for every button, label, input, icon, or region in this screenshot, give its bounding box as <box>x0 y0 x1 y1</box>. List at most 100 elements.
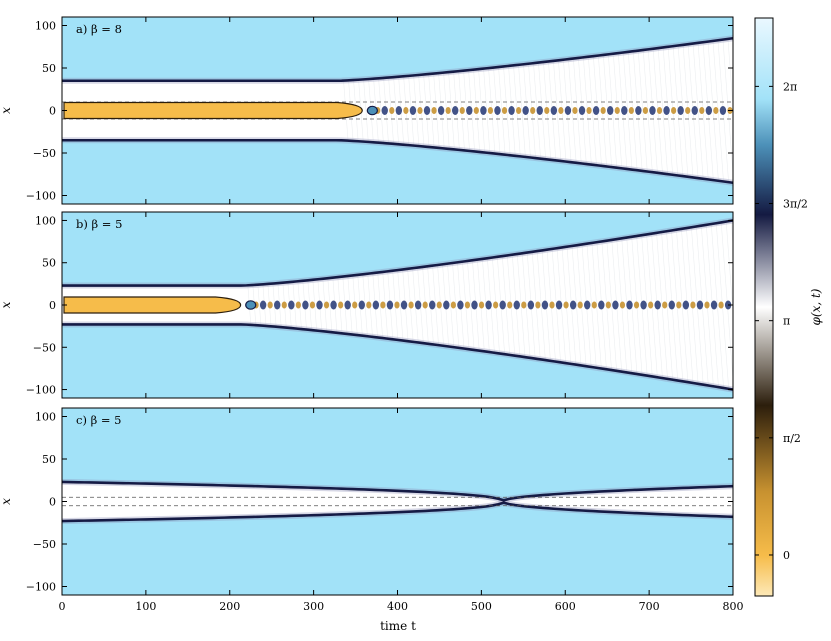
breather-blob <box>352 301 358 309</box>
breather-blob <box>395 106 403 115</box>
breather-blob <box>417 107 423 114</box>
y-tick-label: −100 <box>26 384 56 397</box>
kink-lower <box>62 323 733 391</box>
breather-blob <box>466 106 473 115</box>
breather-blob <box>649 106 656 115</box>
breather-blob <box>436 301 442 309</box>
breather-blob <box>662 301 668 309</box>
breather-blob <box>685 107 691 114</box>
breather-blob <box>423 106 431 115</box>
radiation-stripe <box>710 212 725 398</box>
colorbar-tick-label: 3π/2 <box>783 198 808 211</box>
breather-blob <box>671 107 677 114</box>
breather-blob <box>302 300 309 310</box>
breather-blob <box>452 106 459 115</box>
breather-blob <box>507 301 513 309</box>
colorbar-tick-label: π/2 <box>783 432 801 445</box>
breather-blob <box>691 106 698 115</box>
colorbar-tick-label: π <box>783 315 790 328</box>
breather-blob <box>550 106 558 115</box>
breather-blob <box>612 300 619 310</box>
breather-blob <box>437 106 445 115</box>
y-tick-label: −100 <box>26 581 56 594</box>
breather-blob <box>544 107 550 114</box>
breather-blob <box>267 301 273 309</box>
breather-blob <box>394 301 400 309</box>
breather-blob <box>443 300 450 310</box>
y-axis-label: x <box>0 301 13 308</box>
breather-blob <box>584 300 591 310</box>
breather-blob <box>358 300 365 310</box>
colorbar: 0 π/2 π 3π/2 2π φ(x, t) <box>754 17 823 597</box>
colorbar-label: φ(x, t) <box>809 288 823 325</box>
x-tick-label: 300 <box>303 600 324 613</box>
breather-blob <box>516 107 522 114</box>
breather-blob <box>400 300 408 310</box>
breather-blob <box>663 106 670 115</box>
radiation-stripe <box>654 212 670 398</box>
breather-blob <box>654 300 661 310</box>
breather-blob <box>648 301 654 309</box>
breather-blob <box>592 106 600 115</box>
breather-blob <box>473 107 479 114</box>
breather-blob <box>605 301 611 309</box>
breather-blob <box>619 301 626 309</box>
breather-blob <box>677 106 684 115</box>
breather-blob <box>344 300 351 310</box>
breather-blob <box>614 107 620 114</box>
panel-a: 100 50 0 −50 −100 x a) β = 8 <box>0 16 734 205</box>
breather-blob <box>558 107 564 114</box>
breather-blob <box>549 301 555 309</box>
breather-blob <box>600 107 606 114</box>
breather-blob <box>508 106 515 115</box>
panel-label: c) β = 5 <box>76 413 122 427</box>
breather-blob <box>245 300 257 310</box>
y-tick-label: −50 <box>33 538 56 551</box>
breather-blob <box>281 301 287 309</box>
breather-blob <box>380 301 386 309</box>
y-tick-label: 100 <box>35 411 56 424</box>
breather-blob <box>501 107 508 114</box>
kink-upper <box>62 219 733 287</box>
breather-blob <box>431 107 437 114</box>
panel-label: a) β = 8 <box>76 22 122 36</box>
panel-label: b) β = 5 <box>76 217 122 231</box>
breather-blob <box>586 107 592 114</box>
breather-blob <box>607 106 614 115</box>
colorbar-tick-label: 0 <box>783 549 790 562</box>
x-tick-label: 500 <box>471 600 492 613</box>
y-axis-label: x <box>0 498 13 505</box>
breather-blob <box>316 300 323 310</box>
breather-blob <box>564 106 572 115</box>
breather-blob <box>422 301 428 309</box>
breather-blob <box>409 106 417 115</box>
x-tick-label: 200 <box>219 600 240 613</box>
breather-blob <box>259 300 267 310</box>
x-tick-label: 800 <box>723 600 744 613</box>
breather-blob <box>633 301 640 309</box>
breather-blob <box>563 301 569 309</box>
oscillon-core <box>63 101 363 120</box>
breather-blob <box>487 107 494 114</box>
radiation-stripe <box>690 17 706 204</box>
oscillon-core <box>63 296 242 314</box>
y-tick-label: 0 <box>49 496 56 509</box>
kink-interior <box>62 481 733 522</box>
radiation-stripe <box>639 212 655 398</box>
breather-blob <box>372 300 380 310</box>
breather-blob <box>541 300 549 310</box>
breather-blob <box>718 301 724 309</box>
breather-blob <box>408 301 414 309</box>
breather-blob <box>338 301 344 309</box>
breather-blob <box>713 107 719 114</box>
x-tick-label: 400 <box>387 600 408 613</box>
breather-blob <box>513 300 520 310</box>
breather-blob <box>403 107 409 114</box>
breather-blob <box>668 300 675 310</box>
breather-blob <box>527 300 535 310</box>
breather-blob <box>485 300 492 310</box>
kink-upper <box>62 36 733 83</box>
breather-blob <box>690 301 696 309</box>
breather-blob <box>366 301 372 309</box>
